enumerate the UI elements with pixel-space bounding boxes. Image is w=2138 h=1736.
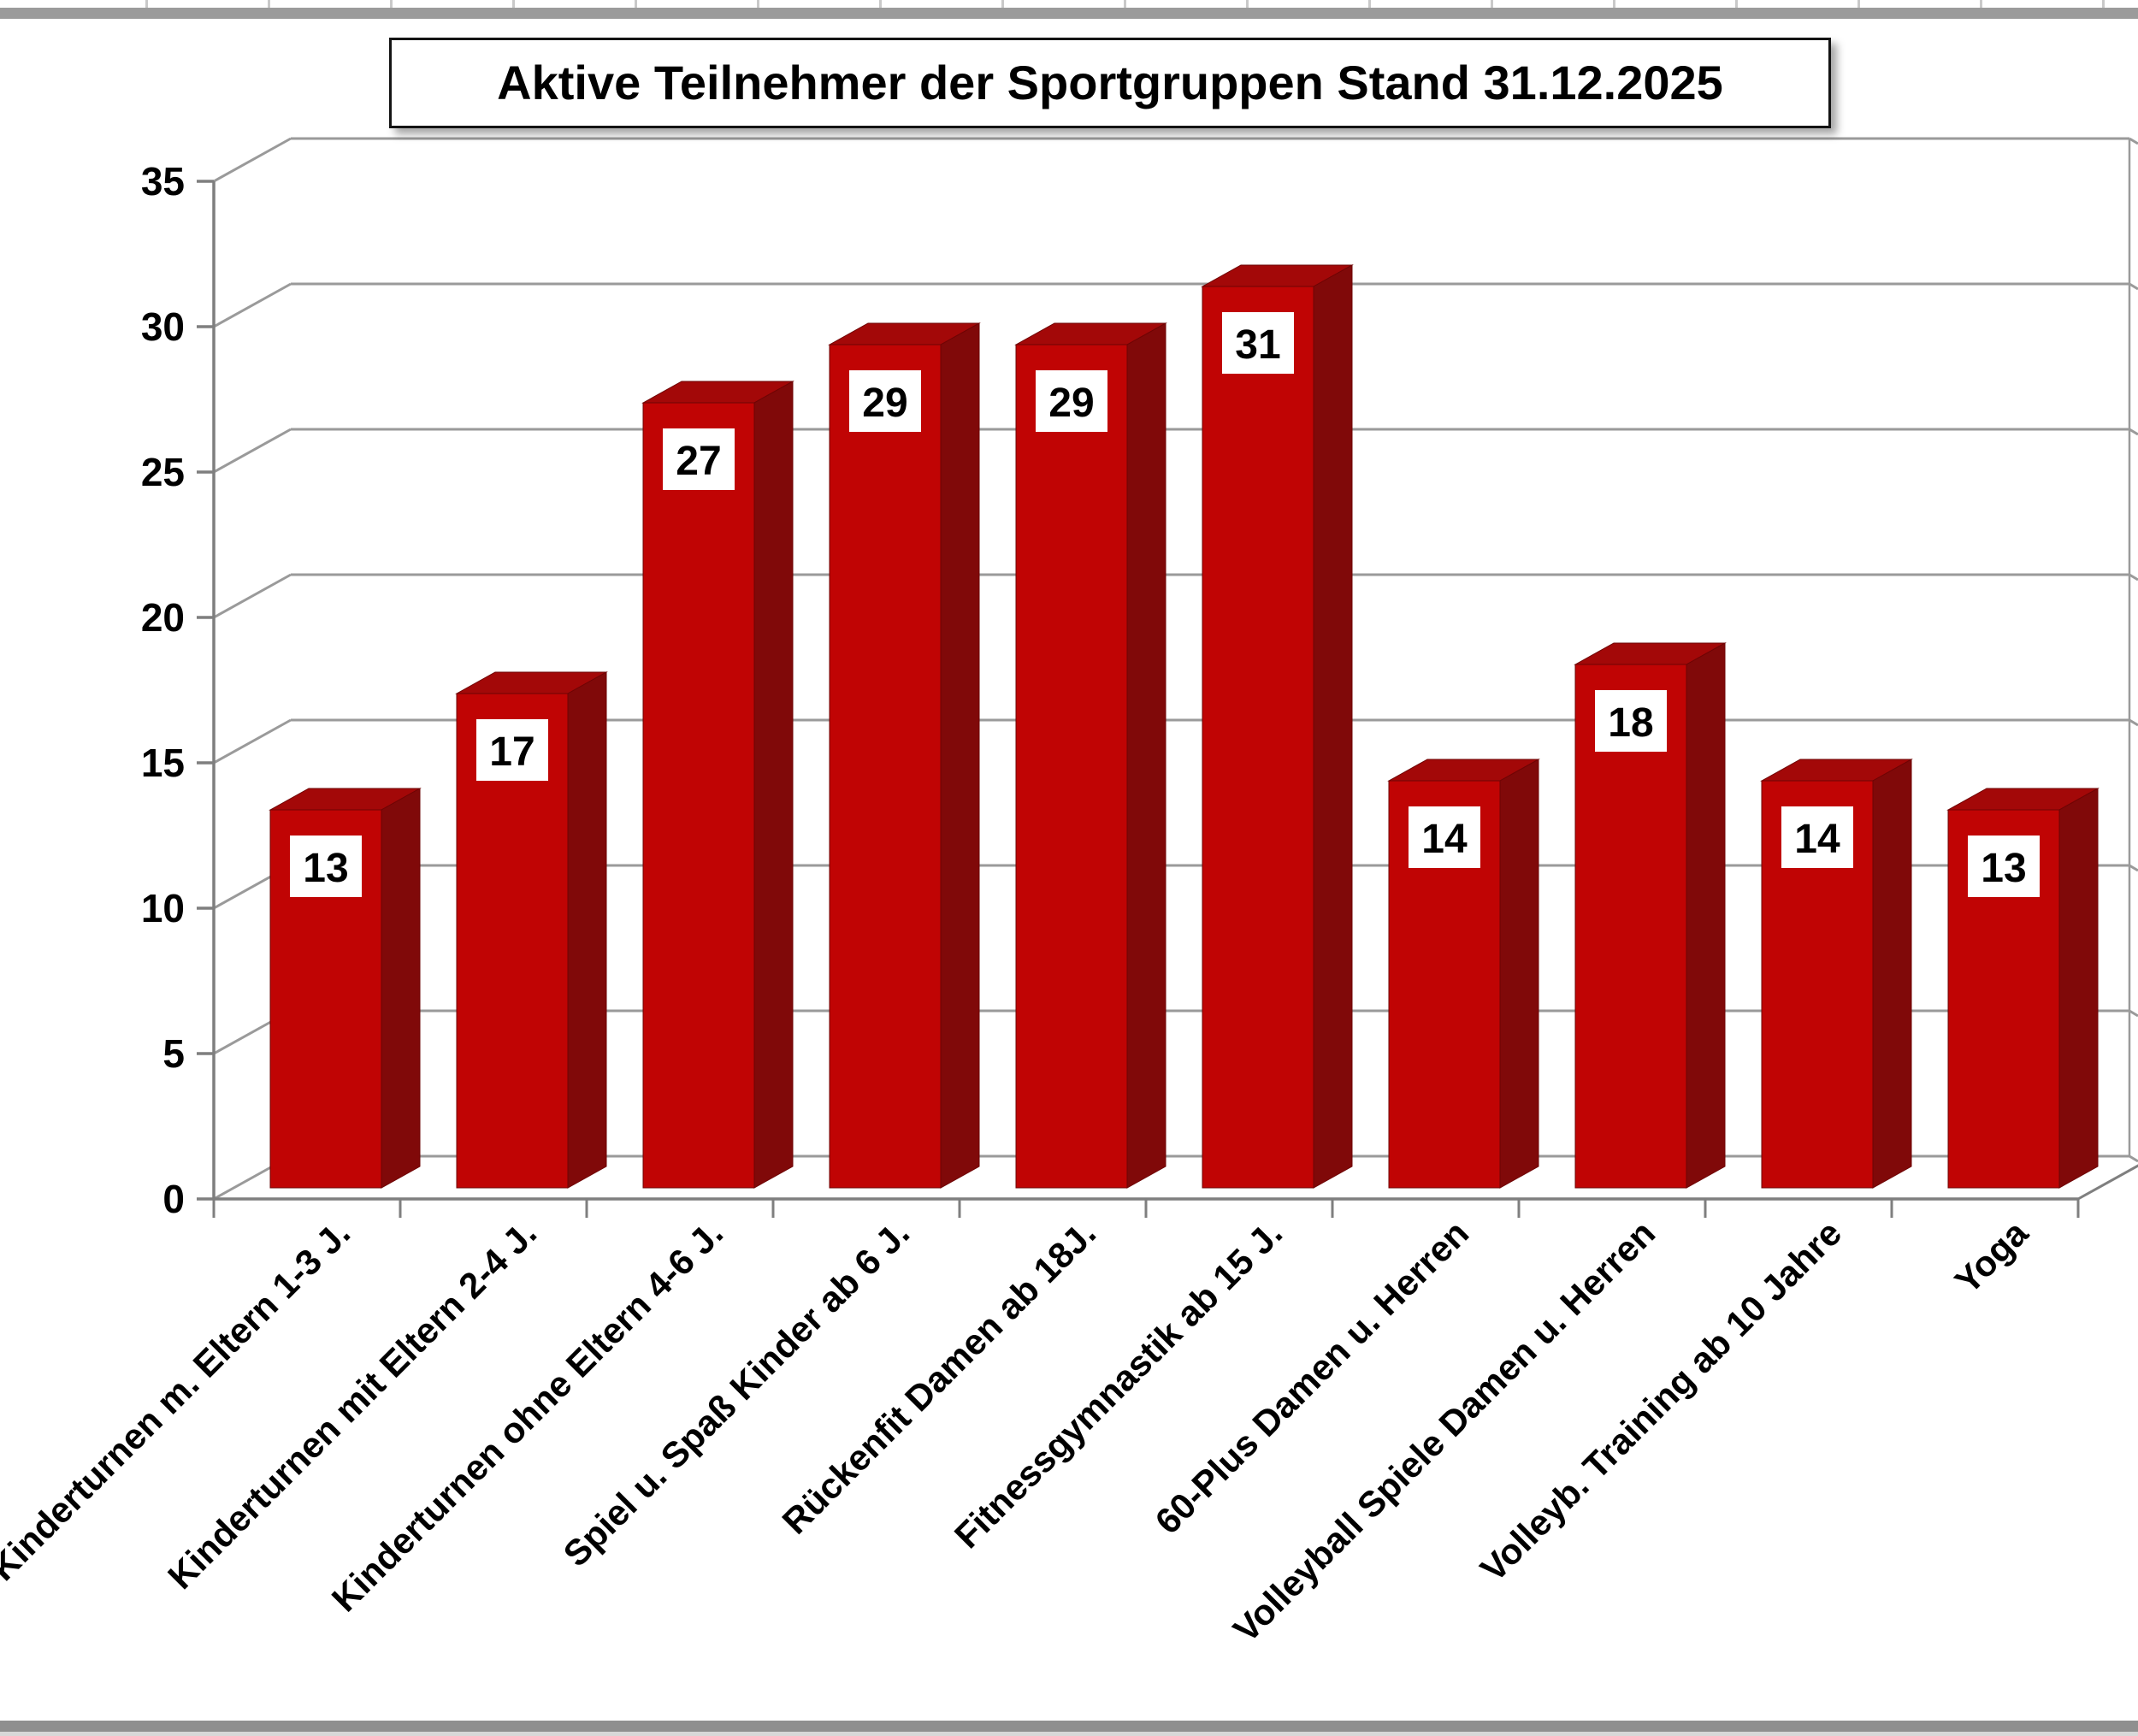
bar: 13 <box>1946 788 2100 1189</box>
y-axis-tick-label: 5 <box>162 1031 185 1076</box>
bar-value-label: 31 <box>1235 322 1280 368</box>
bar-value-box <box>476 719 548 781</box>
y-axis-tick-label: 25 <box>141 450 185 494</box>
gridline-sidewall <box>2129 1009 2138 1018</box>
bottom-divider-band <box>0 1721 2138 1732</box>
bar-side-face <box>1872 759 1912 1189</box>
chart-area: 0 5 10 15 20 25 30 35 13 17 27 29 29 31 14 18 14 13 Kinde… <box>0 19 2138 1721</box>
bar-value-label: 13 <box>303 846 348 891</box>
bar-value-label: 14 <box>1421 817 1468 862</box>
y-axis-tick-label: 15 <box>141 741 185 785</box>
top-divider-band <box>0 8 2138 19</box>
spreadsheet-cells-strip <box>0 0 2138 8</box>
bar: 17 <box>455 671 608 1189</box>
gridline-depth <box>213 282 292 328</box>
gridline-sidewall <box>2129 137 2138 145</box>
bar-side-face <box>1313 264 1353 1189</box>
bottom-footer-strip <box>0 1732 2138 1736</box>
bar: 27 <box>641 381 794 1189</box>
bar-value-label: 27 <box>676 439 721 484</box>
y-axis-tick-label: 35 <box>141 159 185 204</box>
bar-value-box <box>1222 312 1294 374</box>
floor-right-edge <box>2077 1164 2138 1201</box>
chart-title: Aktive Teilnehmer der Sportgruppen Stand… <box>389 38 1831 128</box>
bar-value-box <box>849 370 921 432</box>
bar-value-box <box>1595 690 1667 752</box>
bar-side-face <box>567 671 607 1189</box>
y-axis-tick-label: 20 <box>141 595 185 640</box>
gridline-sidewall <box>2129 428 2138 436</box>
bar-side-face <box>1126 322 1166 1189</box>
y-axis-tick-label: 0 <box>162 1177 185 1221</box>
bar-value-label: 18 <box>1608 700 1653 746</box>
bar-value-label: 17 <box>489 729 534 775</box>
bar-value-label: 13 <box>1981 846 2026 891</box>
bar: 29 <box>1014 322 1167 1189</box>
gridline-depth <box>213 137 292 183</box>
bar-front-face <box>829 344 942 1189</box>
bar-value-box <box>1409 806 1480 868</box>
gridline-sidewall <box>2129 282 2138 291</box>
bar-side-face <box>1499 759 1539 1189</box>
gridline-depth <box>213 428 292 474</box>
gridline-depth <box>213 573 292 619</box>
bar-value-label: 29 <box>1048 381 1094 426</box>
y-axis-tick-label: 10 <box>141 886 185 930</box>
bar-value-box <box>1036 370 1107 432</box>
bar-side-face <box>2058 788 2099 1189</box>
bar-value-box <box>1968 836 2040 897</box>
gridline-sidewall <box>2129 573 2138 582</box>
bar-front-face <box>1015 344 1128 1189</box>
bar: 29 <box>828 322 981 1189</box>
bar-side-face <box>940 322 980 1189</box>
bar: 31 <box>1201 264 1354 1189</box>
bar-value-box <box>290 836 362 897</box>
bar-value-label: 29 <box>862 381 907 426</box>
bar-side-face <box>1686 642 1726 1189</box>
gridline-sidewall <box>2129 864 2138 872</box>
bar-side-face <box>381 788 421 1189</box>
bar-side-face <box>753 381 794 1189</box>
bar-value-label: 14 <box>1794 817 1840 862</box>
bar-value-box <box>1781 806 1853 868</box>
bar-front-face <box>642 402 755 1189</box>
bar: 18 <box>1574 642 1727 1189</box>
bar: 13 <box>269 788 422 1189</box>
bar: 14 <box>1387 759 1540 1189</box>
gridline-sidewall <box>2129 718 2138 727</box>
gridline-depth <box>213 718 292 765</box>
bar: 14 <box>1760 759 1913 1189</box>
bar-chart-canvas: 0 5 10 15 20 25 30 35 13 17 27 29 29 31 14 18 14 13 <box>141 137 2138 1221</box>
bar-front-face <box>1202 286 1314 1189</box>
bar-value-box <box>663 428 735 490</box>
gridline-sidewall <box>2129 1154 2138 1163</box>
y-axis-tick-label: 30 <box>141 304 185 349</box>
